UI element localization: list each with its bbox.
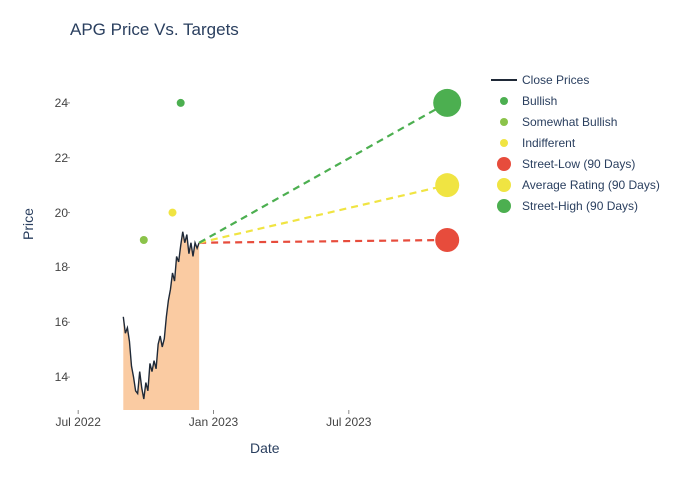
y-tick-label: 20 — [38, 206, 68, 220]
legend-label: Somewhat Bullish — [522, 115, 617, 129]
legend-item[interactable]: Street-High (90 Days) — [490, 196, 660, 216]
legend-label: Close Prices — [522, 73, 589, 87]
legend-swatch — [490, 72, 518, 88]
analyst-dot — [177, 99, 185, 107]
legend-swatch — [490, 198, 518, 214]
y-tick-label: 24 — [38, 96, 68, 110]
legend-label: Indifferent — [522, 136, 575, 150]
plot-area — [70, 70, 480, 410]
y-tick-label: 16 — [38, 315, 68, 329]
legend-item[interactable]: Indifferent — [490, 133, 660, 153]
legend-label: Street-Low (90 Days) — [522, 157, 635, 171]
legend-item[interactable]: Close Prices — [490, 70, 660, 90]
x-tick-label: Jul 2023 — [326, 415, 371, 429]
y-tick-label: 14 — [38, 370, 68, 384]
target-marker — [435, 228, 459, 252]
legend-item[interactable]: Bullish — [490, 91, 660, 111]
chart-title: APG Price Vs. Targets — [70, 20, 239, 40]
projection-line — [199, 240, 447, 243]
target-marker — [435, 173, 459, 197]
analyst-dot — [140, 236, 148, 244]
target-marker — [433, 89, 461, 117]
y-tick-label: 22 — [38, 151, 68, 165]
x-axis-label: Date — [250, 440, 280, 456]
legend-item[interactable]: Street-Low (90 Days) — [490, 154, 660, 174]
chart-legend: Close Prices Bullish Somewhat Bullish Indif… — [490, 70, 660, 217]
legend-label: Bullish — [522, 94, 557, 108]
legend-label: Street-High (90 Days) — [522, 199, 638, 213]
legend-swatch — [490, 114, 518, 130]
analyst-dot — [169, 209, 177, 217]
projection-line — [199, 103, 447, 243]
legend-item[interactable]: Average Rating (90 Days) — [490, 175, 660, 195]
y-tick-label: 18 — [38, 260, 68, 274]
x-tick-label: Jul 2022 — [56, 415, 101, 429]
legend-swatch — [490, 93, 518, 109]
x-tick-label: Jan 2023 — [189, 415, 238, 429]
legend-swatch — [490, 177, 518, 193]
legend-swatch — [490, 156, 518, 172]
legend-item[interactable]: Somewhat Bullish — [490, 112, 660, 132]
y-axis-label: Price — [20, 208, 36, 240]
legend-swatch — [490, 135, 518, 151]
projection-line — [199, 185, 447, 243]
legend-label: Average Rating (90 Days) — [522, 178, 660, 192]
price-target-chart: APG Price Vs. Targets Price Date 14 16 18 2… — [0, 0, 700, 500]
